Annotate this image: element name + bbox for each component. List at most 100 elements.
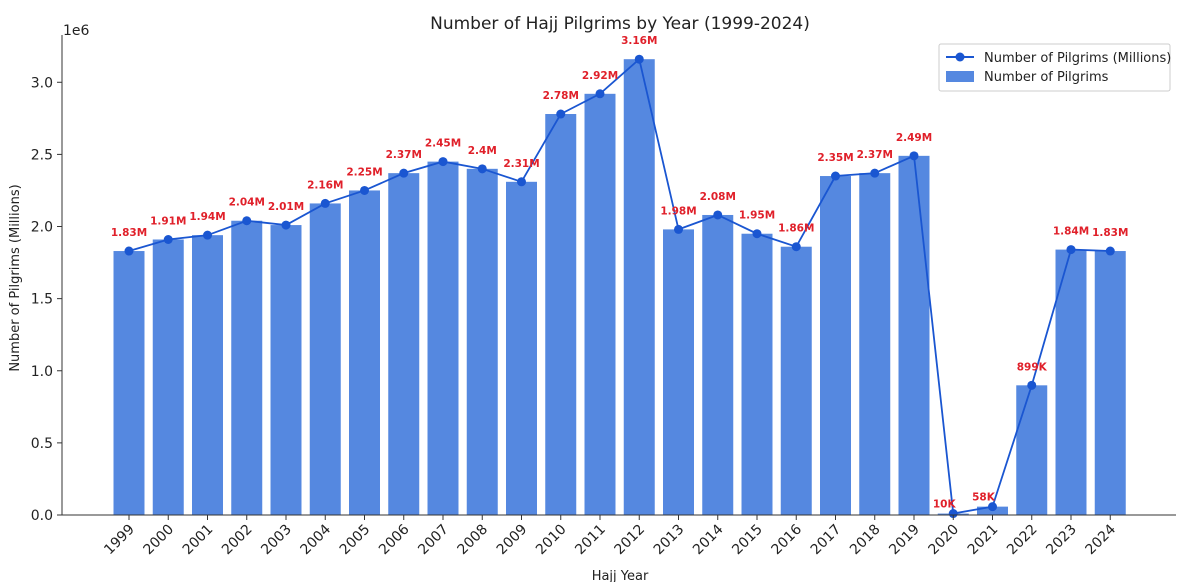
x-tick-label-2024: 2024	[1083, 521, 1120, 558]
x-tick-label-2018: 2018	[847, 522, 884, 559]
line-point-2009	[517, 177, 526, 187]
x-tick-label-2001: 2001	[180, 522, 217, 559]
y-tick-label-0.5: 0.5	[31, 436, 53, 452]
bar-2010	[545, 114, 577, 516]
bar-2000	[152, 239, 184, 516]
data-label-2015: 1.95M	[739, 210, 775, 222]
data-label-2011: 2.92M	[582, 70, 618, 82]
legend-label-line: Number of Pilgrims (Millions)	[984, 51, 1171, 66]
line-point-2011	[595, 89, 605, 99]
x-tick-label-2003: 2003	[258, 522, 295, 559]
y-tick-label-2.5: 2.5	[31, 147, 53, 163]
x-tick-label-2013: 2013	[651, 522, 688, 559]
data-label-2009: 2.31M	[503, 158, 539, 170]
data-label-2012: 3.16M	[621, 35, 657, 47]
x-tick-label-2004: 2004	[298, 521, 335, 558]
x-tick-label-2022: 2022	[1004, 522, 1041, 559]
axes	[57, 35, 1176, 520]
line-point-2013	[674, 224, 683, 234]
legend: Number of Pilgrims (Millions) Number of …	[938, 43, 1171, 92]
data-label-2010: 2.78M	[543, 90, 579, 102]
bar-2004	[309, 203, 341, 515]
line-point-2015	[752, 229, 762, 239]
data-label-2000: 1.91M	[150, 215, 186, 227]
data-label-2016: 1.86M	[778, 223, 814, 235]
data-label-2005: 2.25M	[346, 166, 382, 178]
bar-2013	[663, 229, 694, 515]
x-tick-label-2017: 2017	[808, 522, 845, 559]
y-tick-label-3.0: 3.0	[31, 75, 53, 91]
chart-title: Number of Hajj Pilgrims by Year (1999-20…	[430, 14, 810, 34]
y-tick-label-2.0: 2.0	[31, 220, 53, 236]
data-label-2002: 2.04M	[229, 197, 265, 209]
line-point-2001	[203, 230, 212, 240]
line-point-2003	[281, 220, 291, 230]
line-point-2024	[1105, 246, 1115, 256]
legend-label-bar: Number of Pilgrims	[984, 70, 1109, 85]
line-point-2019	[909, 151, 919, 161]
x-tick-label-2008: 2008	[455, 522, 492, 559]
x-tick-label-2006: 2006	[376, 521, 413, 558]
x-tick-label-2009: 2009	[494, 522, 531, 559]
bar-2003	[270, 225, 302, 515]
x-tick-label-2023: 2023	[1043, 522, 1080, 559]
data-label-1999: 1.83M	[111, 227, 147, 239]
line-point-1999	[124, 246, 134, 256]
x-tick-label-2000: 2000	[141, 522, 178, 559]
line-path	[128, 57, 1111, 515]
line-point-2022	[1027, 380, 1037, 390]
bar-2017	[820, 176, 851, 515]
bar-2012	[623, 59, 655, 515]
data-label-2006: 2.37M	[386, 149, 422, 161]
bar-2024	[1094, 251, 1126, 515]
bar-2018	[859, 173, 891, 516]
line-point-2010	[556, 109, 566, 119]
line-point-2014	[713, 210, 723, 220]
legend-marker-swatch	[955, 52, 965, 62]
x-tick-label-2014: 2014	[690, 521, 727, 558]
bar-2011	[584, 93, 616, 515]
data-label-2023: 1.84M	[1053, 226, 1089, 238]
bar-2009	[506, 181, 537, 516]
x-tick-label-2002: 2002	[219, 522, 256, 559]
x-tick-label-2019: 2019	[886, 522, 923, 559]
line-point-2006	[399, 168, 409, 178]
line-point-2018	[870, 168, 880, 178]
line-point-2021	[988, 502, 997, 512]
bar-2002	[231, 220, 263, 515]
data-label-2022: 899K	[1017, 361, 1048, 373]
line-point-2023	[1066, 245, 1076, 255]
line-point-2002	[242, 216, 252, 226]
x-tick-label-1999: 1999	[101, 522, 138, 559]
line-point-2008	[477, 164, 487, 174]
x-tick-labels: 1999 2000 2001 2002 2003 2004 2005 2006 2007 2008…	[101, 521, 1119, 558]
x-tick-label-2010: 2010	[533, 522, 570, 559]
data-label-2024: 1.83M	[1092, 227, 1128, 239]
line-point-2004	[320, 198, 330, 208]
data-label-2003: 2.01M	[268, 201, 304, 213]
y-tick-label-1.5: 1.5	[31, 292, 53, 308]
bar-2023	[1055, 249, 1087, 515]
line-point-2007	[438, 157, 448, 167]
data-label-2007: 2.45M	[425, 138, 461, 150]
line-point-2016	[791, 242, 801, 252]
data-label-2021: 58K	[972, 492, 996, 504]
line-series	[124, 54, 1115, 519]
x-tick-label-2016: 2016	[769, 521, 806, 558]
data-label-2013: 1.98M	[660, 205, 696, 217]
bar-2014	[702, 214, 734, 515]
data-label-2014: 2.08M	[700, 191, 736, 203]
bar-2005	[349, 190, 380, 516]
y-axis-label: Number of Pilgrims (Millions)	[8, 184, 23, 371]
x-axis-label: Hajj Year	[592, 569, 649, 582]
data-label-2020: 10K	[933, 499, 957, 511]
data-label-2019: 2.49M	[896, 132, 932, 144]
y-tick-label-0.0: 0.0	[31, 508, 53, 524]
x-tick-label-2012: 2012	[612, 522, 649, 559]
x-tick-label-2015: 2015	[729, 522, 766, 559]
bar-2007	[427, 161, 459, 515]
legend-bar-swatch	[946, 71, 974, 82]
bar-1999	[113, 251, 145, 515]
